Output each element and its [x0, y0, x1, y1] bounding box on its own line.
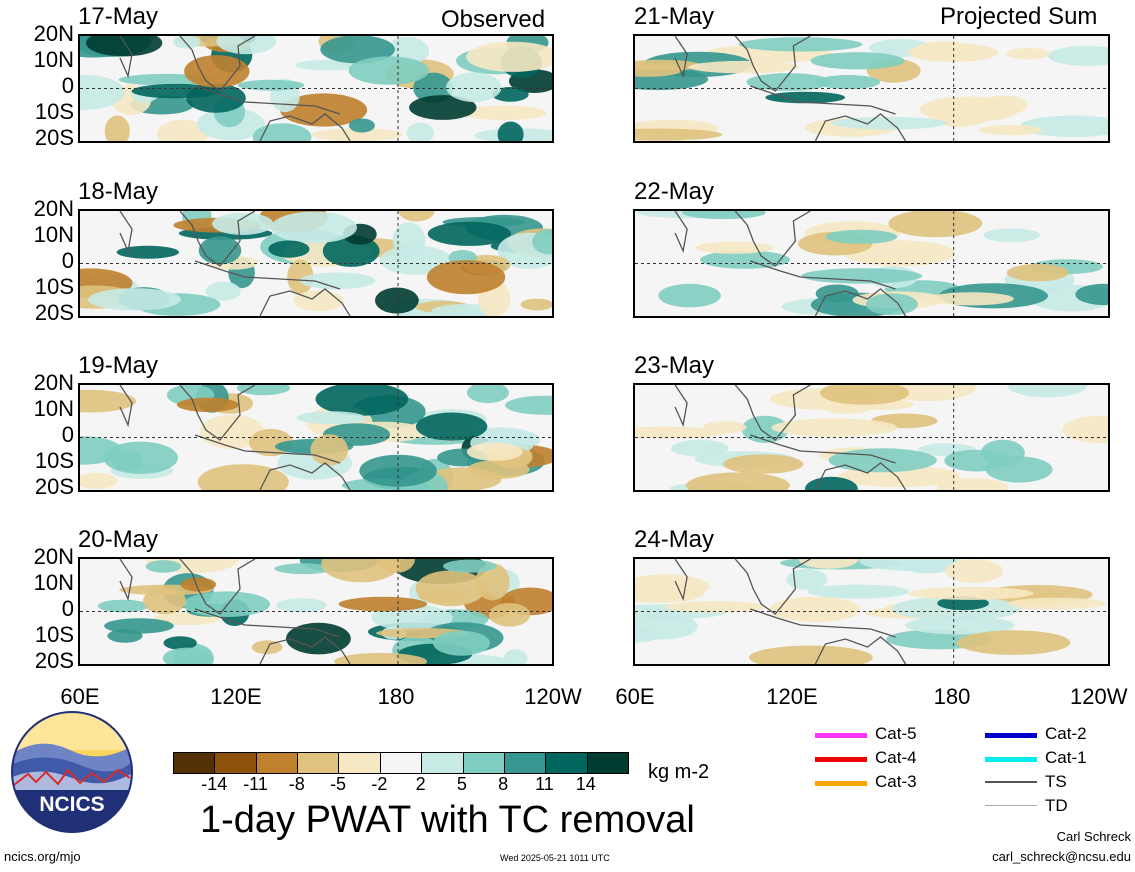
lon-label-120w-left: 120W [524, 684, 582, 709]
projected-sum-title: Projected Sum [940, 3, 1098, 30]
colorbar-tick-label: -2 [371, 774, 388, 794]
colorbar-tick-label: 5 [456, 774, 467, 794]
colorbar-tick-label: 8 [498, 774, 509, 794]
tc-legend-line [985, 733, 1037, 738]
colorbar-swatch [174, 753, 215, 773]
tc-legend-label: Cat-4 [875, 748, 917, 767]
lon-label-120w-right: 120W [1070, 686, 1128, 708]
tc-legend-line [815, 757, 867, 762]
lat-label: 20S [34, 648, 74, 673]
tc-legend-label: TD [1045, 796, 1068, 815]
colorbar-tick-label: -5 [330, 774, 347, 794]
colorbar-tick-label: 11 [535, 774, 554, 794]
ncics-logo-text: NCICS [39, 793, 104, 816]
colorbar-swatch [586, 753, 628, 773]
colorbar-tick-label: 2 [415, 774, 426, 794]
panel-date-left-4: 20-May [78, 526, 159, 553]
lat-label: 10N [33, 47, 74, 72]
map-panel-left-3 [78, 383, 554, 492]
colorbar-tick-label: 14 [575, 774, 596, 794]
colorbar [173, 752, 629, 774]
tc-legend-line [815, 733, 867, 738]
panel-date-right-4: 24-May [634, 526, 715, 553]
lat-label: 20N [33, 21, 74, 46]
lat-label: 20S [34, 300, 74, 325]
panel-date-left-1: 17-May [78, 3, 159, 30]
observed-title: Observed [441, 6, 546, 33]
panel-date-left-3: 19-May [78, 352, 159, 379]
lat-label: 10S [34, 274, 74, 299]
lon-label-180-right: 180 [933, 684, 971, 709]
colorbar-swatch [545, 753, 587, 773]
colorbar-swatch [421, 753, 463, 773]
map-panel-left-4 [78, 557, 554, 666]
colorbar-swatch [297, 753, 339, 773]
footer-timestamp: Wed 2025-05-21 1011 UTC [500, 853, 610, 863]
lat-label: 20N [33, 544, 74, 569]
lat-label: 10N [33, 222, 74, 247]
lon-label-60e-left: 60E [60, 684, 100, 709]
tc-legend-line [985, 757, 1037, 762]
tc-legend-line [815, 781, 867, 786]
map-panel-right-1 [633, 34, 1110, 143]
tc-legend-line [985, 781, 1037, 783]
panel-date-right-2: 22-May [634, 178, 715, 205]
panel-date-left-2: 18-May [78, 178, 159, 205]
colorbar-tick-label: -11 [243, 774, 268, 794]
lon-label-180-left: 180 [377, 684, 415, 709]
footer-email[interactable]: carl_schreck@ncsu.edu [992, 849, 1131, 864]
colorbar-swatch [255, 753, 298, 773]
colorbar-swatch [214, 753, 256, 773]
lat-label: 0 [61, 596, 74, 621]
tc-legend-line [985, 805, 1037, 806]
panel-date-right-1: 21-May [634, 3, 715, 30]
main-title: 1-day PWAT with TC removal [200, 799, 695, 841]
lon-label-60e-right: 60E [615, 684, 655, 709]
map-panel-left-1 [78, 34, 554, 143]
colorbar-swatch [462, 753, 504, 773]
lat-label: 0 [61, 248, 74, 273]
ncics-logo: NCICS [10, 710, 134, 834]
lat-label: 10S [34, 622, 74, 647]
lat-label: 20N [33, 370, 74, 395]
lon-label-120e-left: 120E [210, 684, 262, 709]
tc-legend-label: Cat-2 [1045, 724, 1087, 743]
colorbar-tick-label: -14 [201, 774, 228, 794]
map-panel-left-2 [78, 209, 554, 318]
lon-label-120e-right: 120E [766, 684, 818, 709]
tc-legend-label: Cat-1 [1045, 748, 1087, 767]
colorbar-swatch [338, 753, 380, 773]
footer-url[interactable]: ncics.org/mjo [4, 849, 81, 864]
tc-legend-label: Cat-5 [875, 724, 917, 743]
colorbar-units: kg m-2 [648, 761, 710, 783]
lat-label: 10S [34, 448, 74, 473]
tc-legend-label: Cat-3 [875, 772, 917, 791]
map-panel-right-4 [633, 557, 1110, 666]
lat-label: 0 [61, 422, 74, 447]
colorbar-swatch [379, 753, 422, 773]
footer-author: Carl Schreck [1056, 829, 1131, 844]
map-panel-right-2 [633, 209, 1110, 318]
lat-label: 10S [34, 99, 74, 124]
lat-label: 10N [33, 570, 74, 595]
lat-label: 20S [34, 474, 74, 499]
tc-legend-label: TS [1045, 772, 1067, 791]
lat-label: 20S [34, 125, 74, 150]
lat-label: 10N [33, 396, 74, 421]
panel-date-right-3: 23-May [634, 352, 715, 379]
colorbar-tick-label: -8 [288, 774, 305, 794]
colorbar-swatch [503, 753, 546, 773]
lat-label: 0 [61, 73, 74, 98]
map-panel-right-3 [633, 383, 1110, 492]
lat-label: 20N [33, 196, 74, 221]
